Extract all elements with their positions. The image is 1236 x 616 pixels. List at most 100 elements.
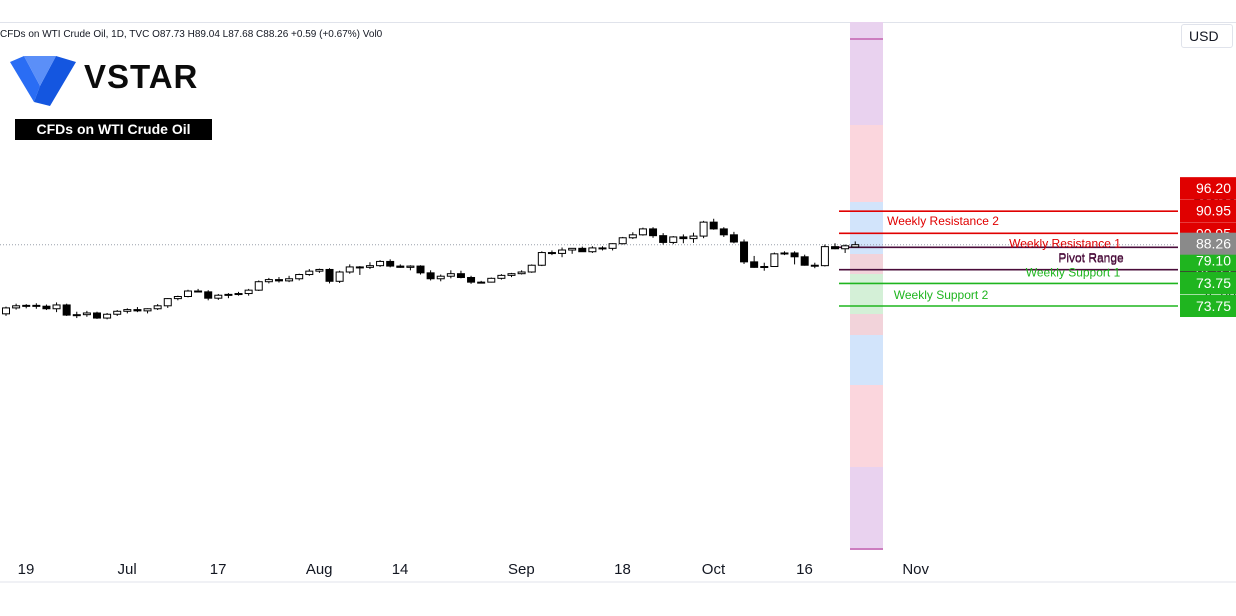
candle-up: [446, 273, 455, 277]
candle-down: [386, 260, 395, 267]
candle-down: [92, 312, 101, 319]
candle-down: [355, 266, 364, 269]
candle-down: [274, 279, 283, 282]
candle-up: [254, 281, 263, 291]
candle-down: [547, 252, 556, 255]
candle-up: [52, 304, 61, 310]
candle-up: [497, 274, 506, 279]
candle-down: [679, 236, 688, 240]
candle-up: [558, 249, 567, 254]
candle-up: [820, 246, 829, 267]
candle-down: [42, 305, 51, 310]
candle-up: [244, 289, 253, 295]
candle-up: [22, 304, 31, 307]
candle-up: [2, 307, 10, 315]
x-tick-label: 16: [796, 561, 813, 578]
candle-up: [770, 253, 779, 268]
candle-up: [841, 245, 850, 250]
candle-up: [760, 266, 769, 269]
top-toolbar: [0, 0, 1236, 23]
candle-down: [578, 247, 587, 253]
candle-up: [699, 221, 708, 237]
x-tick-label: Nov: [902, 561, 929, 578]
vstar-logo-icon: [10, 56, 76, 106]
price-badge: [1180, 199, 1236, 222]
instrument-badge: CFDs on WTI Crude Oil: [15, 119, 212, 140]
price-badge-label: 88.26: [1196, 236, 1231, 252]
candle-up: [12, 305, 21, 309]
price-badge: [1180, 295, 1236, 318]
x-tick-label: 19: [18, 561, 35, 578]
x-axis: 19 Jul 17 Aug 14 Sep 18 Oct 16 Nov: [18, 561, 930, 578]
candle-up: [214, 294, 223, 299]
price-badge: [1180, 272, 1236, 295]
level-label: Weekly Support 2: [894, 288, 989, 302]
candle-up: [487, 277, 496, 283]
price-badge-label: 73.75: [1196, 298, 1231, 314]
x-tick-label: 17: [210, 561, 227, 578]
level-label: Weekly Resistance 1: [1009, 236, 1121, 250]
candle-down: [659, 235, 668, 243]
candle-up: [345, 266, 354, 273]
candle-up: [224, 293, 233, 296]
candle-down: [32, 304, 41, 307]
candle-up: [123, 309, 132, 312]
candle-up: [851, 244, 860, 248]
candle-up: [608, 243, 617, 249]
candle-up: [436, 275, 445, 280]
price-badge: [1180, 232, 1236, 255]
candle-down: [649, 228, 658, 237]
candle-up: [103, 313, 112, 319]
pivot-zone-band: [850, 22, 883, 550]
candle-up: [406, 265, 415, 268]
candle-up: [72, 314, 81, 317]
candle-down: [831, 246, 840, 250]
candle-down: [790, 252, 799, 258]
candle-up: [477, 281, 486, 284]
x-tick-label: Oct: [702, 561, 726, 578]
candle-up: [376, 260, 385, 267]
price-badge: [1180, 249, 1236, 272]
candle-down: [396, 265, 405, 268]
candle-down: [133, 309, 142, 312]
candle-up: [143, 308, 152, 312]
x-tick-label: Aug: [306, 561, 333, 578]
currency-selector[interactable]: USD: [1181, 24, 1233, 48]
candle-up: [264, 279, 273, 283]
price-badge-label: 73.75: [1196, 275, 1231, 291]
candle-up: [285, 278, 294, 282]
candle-down: [325, 268, 334, 282]
candle-down: [598, 247, 607, 250]
ticker-info: CFDs on WTI Crude Oil, 1D, TVC O87.73 H8…: [0, 29, 383, 40]
candle-up: [183, 290, 192, 298]
candle-up: [163, 298, 172, 307]
level-label: Pivot Range: [1058, 251, 1124, 265]
candle-up: [335, 271, 344, 282]
candle-down: [456, 273, 465, 278]
candle-up: [780, 252, 789, 255]
level-label: Weekly Support 1: [1026, 265, 1121, 279]
candle-up: [82, 312, 91, 316]
candle-up: [588, 247, 597, 253]
price-badge-label: 79.10: [1196, 252, 1231, 268]
candle-down: [426, 272, 435, 280]
candle-down: [467, 276, 476, 283]
candle-down: [709, 221, 718, 230]
candle-up: [537, 252, 546, 266]
x-tick-label: Sep: [508, 561, 535, 578]
candle-down: [719, 228, 728, 236]
price-badge-label: 90.95: [1196, 202, 1231, 218]
candle-down: [740, 241, 749, 263]
candle-down: [194, 290, 203, 293]
candle-down: [800, 256, 809, 266]
candles: [2, 218, 860, 320]
price-badges: 96.2096.2090.9590.9587.6582.3582.3579.10…: [1180, 177, 1236, 318]
candle-up: [689, 235, 698, 240]
level-label: Pivot Range: [1058, 251, 1124, 265]
candle-up: [365, 265, 374, 268]
x-tick-label: 14: [392, 561, 409, 578]
candle-up: [153, 305, 162, 310]
candle-up: [628, 234, 637, 239]
level-labels: Weekly Resistance 2 Weekly Resistance 1Pi…: [887, 214, 1124, 302]
